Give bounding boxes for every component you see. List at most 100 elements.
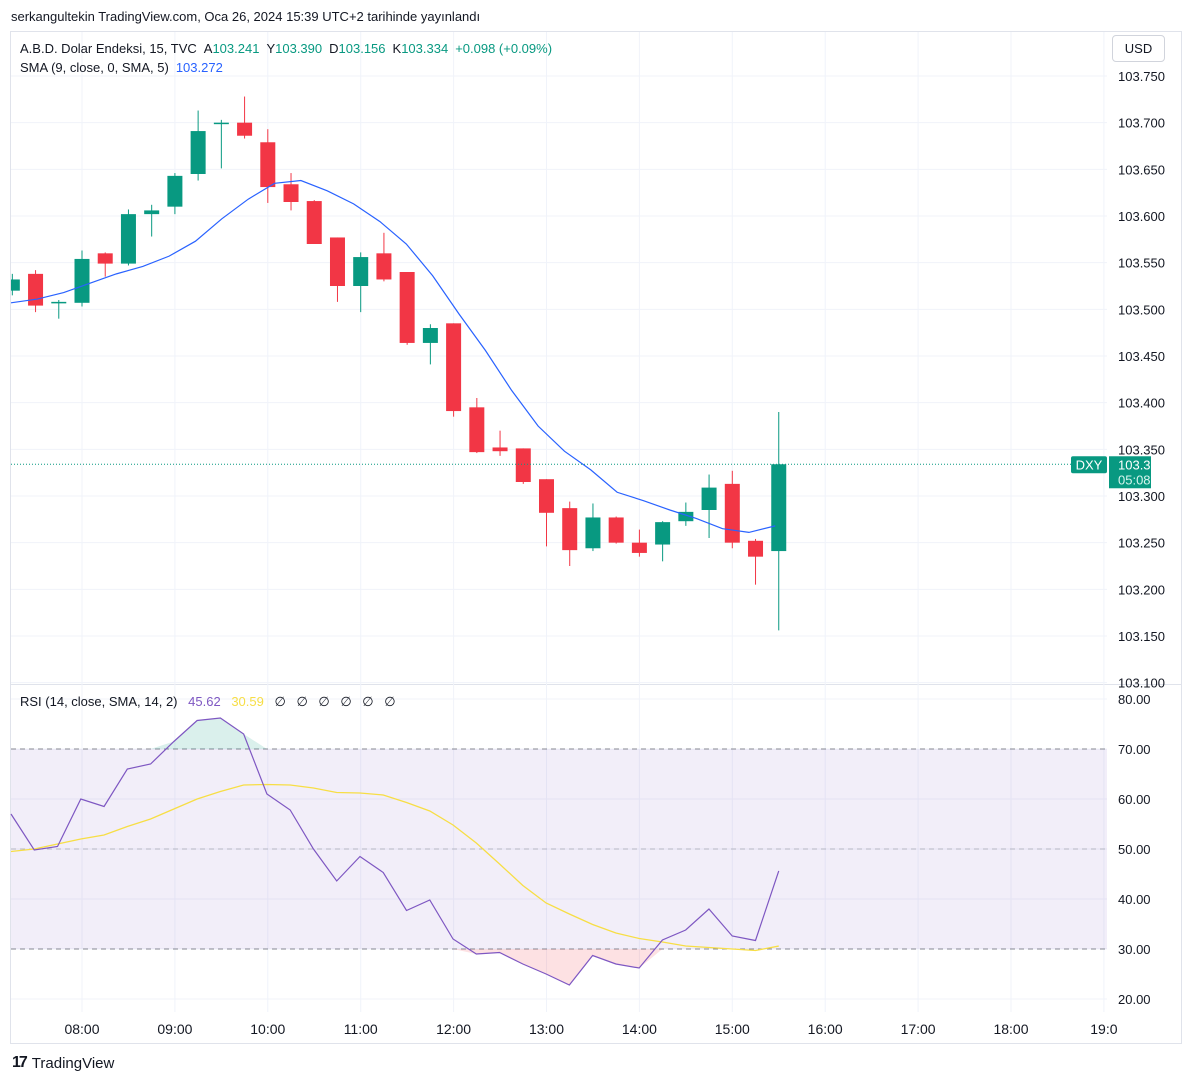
candle [608, 516, 624, 544]
x-tick-label: 10:00 [250, 1021, 285, 1037]
x-tick-label: 16:00 [808, 1021, 843, 1037]
y-tick-label: 103.300 [1118, 489, 1165, 504]
candle-body [237, 122, 253, 136]
na-symbol: ∅ [296, 694, 308, 709]
candle-body [167, 175, 183, 207]
candle-body [562, 508, 578, 551]
candle-body [631, 542, 647, 553]
y-tick-label: 103.650 [1118, 162, 1165, 177]
y-tick-label: 103.700 [1118, 116, 1165, 131]
legend-sma-row: SMA (9, close, 0, SMA, 5) 103.272 [20, 58, 552, 77]
rsi-value: 45.62 [188, 694, 221, 709]
price-box-countdown: 05:08 [1118, 472, 1151, 487]
candle [237, 96, 253, 139]
y-tick-label: 103.400 [1118, 396, 1165, 411]
candle [144, 204, 160, 237]
candle-body [51, 301, 67, 304]
sma-label[interactable]: SMA (9, close, 0, SMA, 5) [20, 60, 169, 75]
y-tick-label: 103.250 [1118, 536, 1165, 551]
candle [97, 252, 113, 277]
high-value: 103.390 [275, 41, 323, 56]
candle [446, 323, 462, 417]
x-tick-label: 08:00 [64, 1021, 99, 1037]
candle-body [283, 184, 299, 202]
y-tick-label: 103.150 [1118, 629, 1165, 644]
tradingview-logo[interactable]: 17 TradingView [12, 1054, 114, 1072]
candle-body [74, 258, 90, 303]
x-tick-label: 17:00 [901, 1021, 936, 1037]
candle [724, 470, 740, 549]
candle-body [422, 328, 438, 343]
candle [120, 209, 136, 266]
candle [51, 300, 67, 319]
candle-body [213, 122, 229, 125]
rsi-ma-value: 30.59 [231, 694, 264, 709]
candle-body [469, 407, 485, 453]
candle [11, 273, 20, 296]
candle-body [515, 448, 531, 482]
rsi-y-tick-label: 70.00 [1118, 742, 1151, 757]
candle [329, 237, 345, 302]
axes: 08:00 09:00 10:00 11:00 12:00 13:00 14:00 15:00… [64, 69, 1165, 1037]
na-symbol: ∅ [318, 694, 330, 709]
candle-body [446, 323, 462, 412]
candle [492, 430, 508, 456]
candle [422, 324, 438, 365]
x-tick-label: 18:00 [993, 1021, 1028, 1037]
rsi-ma-line [10, 783, 779, 952]
chart-frame [10, 31, 1182, 1044]
candle-body [771, 464, 787, 552]
y-tick-label: 103.450 [1118, 349, 1165, 364]
rsi-overbought-fill [150, 718, 267, 749]
candle-body [353, 257, 369, 286]
y-tick-label: 103.550 [1118, 256, 1165, 271]
price-legend: A.B.D. Dolar Endeksi, 15, TVC A 103.241 Y… [20, 39, 552, 77]
low-label: D [329, 41, 339, 56]
rsi-label[interactable]: RSI (14, close, SMA, 14, 2) [20, 694, 178, 709]
candle-body [190, 131, 206, 174]
symbol-name[interactable]: A.B.D. Dolar Endeksi, 15, TVC [20, 41, 197, 56]
candle-body [701, 487, 717, 510]
close-value: 103.334 [401, 41, 449, 56]
na-symbol: ∅ [362, 694, 374, 709]
x-tick-label: 15:00 [715, 1021, 750, 1037]
candle [562, 501, 578, 566]
tradingview-logo-text: TradingView [31, 1054, 115, 1072]
price-pane [10, 96, 1108, 631]
y-tick-label: 103.500 [1118, 302, 1165, 317]
change-value: +0.098 (+0.09%) [455, 41, 553, 56]
candle [539, 479, 554, 547]
rsi-legend: RSI (14, close, SMA, 14, 2) 45.62 30.59 … [20, 694, 396, 710]
candle-body [11, 279, 20, 291]
close-label: K [392, 41, 402, 56]
currency-selector-button[interactable]: USD [1112, 35, 1165, 62]
candle [678, 502, 694, 526]
low-value: 103.156 [338, 41, 386, 56]
candle [283, 173, 299, 211]
rsi-oversold-fill [453, 949, 663, 985]
candle [469, 398, 485, 454]
candle-body [539, 479, 554, 513]
rsi-y-tick-label: 20.00 [1118, 992, 1151, 1007]
candle [190, 110, 206, 181]
ticker-badge [1071, 456, 1107, 474]
candle [74, 250, 90, 307]
candle [655, 521, 671, 562]
x-tick-label: 19:0 [1090, 1021, 1117, 1037]
candle-body [260, 142, 276, 188]
open-label: A [203, 41, 213, 56]
candle-body [655, 522, 671, 545]
y-tick-label: 103.100 [1118, 676, 1165, 691]
x-tick-label: 14:00 [622, 1021, 657, 1037]
x-tick-label: 09:00 [157, 1021, 192, 1037]
rsi-band [11, 748, 1107, 950]
candle-body [376, 253, 392, 280]
sma-line [10, 179, 776, 534]
ticker-badge-text: DXY [1076, 457, 1103, 472]
x-tick-label: 11:00 [344, 1021, 378, 1037]
y-tick-label: 103.600 [1118, 209, 1165, 224]
rsi-pane [10, 717, 780, 986]
candle-body [748, 540, 764, 557]
